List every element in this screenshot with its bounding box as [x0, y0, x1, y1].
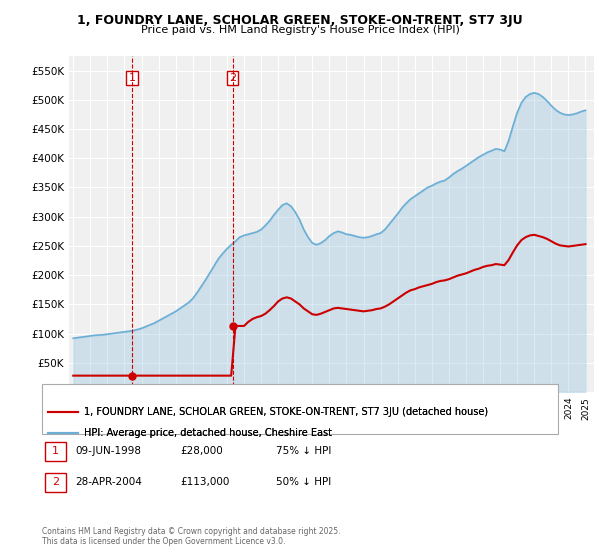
- Text: HPI: Average price, detached house, Cheshire East: HPI: Average price, detached house, Ches…: [84, 428, 332, 438]
- Text: 50% ↓ HPI: 50% ↓ HPI: [276, 477, 331, 487]
- Text: 1, FOUNDRY LANE, SCHOLAR GREEN, STOKE-ON-TRENT, ST7 3JU (detached house): 1, FOUNDRY LANE, SCHOLAR GREEN, STOKE-ON…: [84, 407, 488, 417]
- Text: 28-APR-2004: 28-APR-2004: [75, 477, 142, 487]
- Text: 2: 2: [229, 73, 236, 83]
- Text: HPI: Average price, detached house, Cheshire East: HPI: Average price, detached house, Ches…: [84, 428, 332, 438]
- Text: £113,000: £113,000: [180, 477, 229, 487]
- Text: 09-JUN-1998: 09-JUN-1998: [75, 446, 141, 456]
- Text: Contains HM Land Registry data © Crown copyright and database right 2025.
This d: Contains HM Land Registry data © Crown c…: [42, 526, 341, 546]
- Text: £28,000: £28,000: [180, 446, 223, 456]
- Text: 2: 2: [52, 477, 59, 487]
- Text: Price paid vs. HM Land Registry's House Price Index (HPI): Price paid vs. HM Land Registry's House …: [140, 25, 460, 35]
- Text: 1, FOUNDRY LANE, SCHOLAR GREEN, STOKE-ON-TRENT, ST7 3JU: 1, FOUNDRY LANE, SCHOLAR GREEN, STOKE-ON…: [77, 14, 523, 27]
- Text: 75% ↓ HPI: 75% ↓ HPI: [276, 446, 331, 456]
- Text: 1: 1: [128, 73, 136, 83]
- Text: 1, FOUNDRY LANE, SCHOLAR GREEN, STOKE-ON-TRENT, ST7 3JU (detached house): 1, FOUNDRY LANE, SCHOLAR GREEN, STOKE-ON…: [84, 407, 488, 417]
- Text: 1: 1: [52, 446, 59, 456]
